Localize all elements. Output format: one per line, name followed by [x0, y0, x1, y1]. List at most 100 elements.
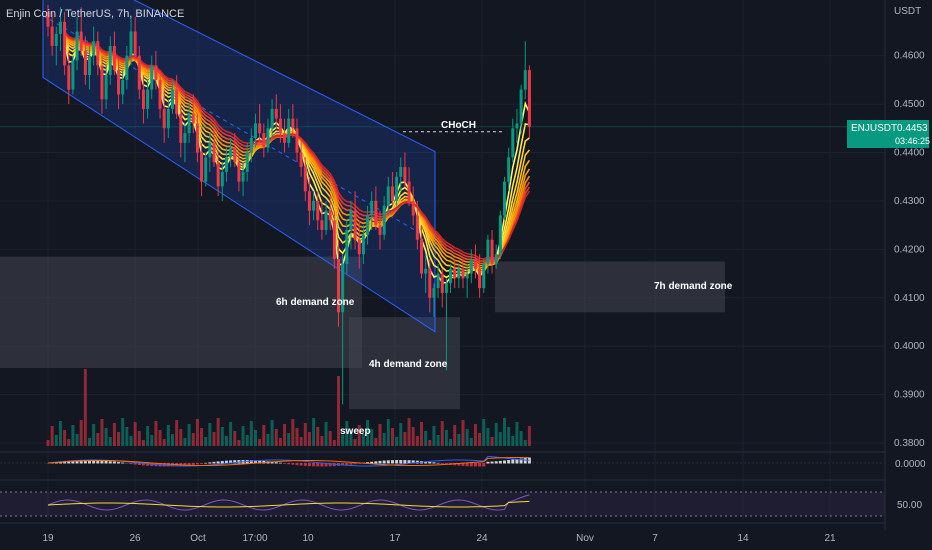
time-tick-label: 14: [737, 533, 749, 544]
volume-bar: [332, 440, 336, 446]
time-axis[interactable]: 19 26 Oct 17:00 10 17 24 Nov 7 14 21: [42, 533, 836, 544]
macd-hist-bar: [71, 460, 75, 464]
candle-body: [75, 31, 79, 61]
macd-hist-bar: [88, 460, 91, 464]
candle-body: [498, 215, 502, 255]
macd-hist-bar: [104, 460, 108, 464]
volume-bar: [411, 427, 415, 446]
macd-hist-bar: [212, 461, 216, 464]
macd-hist-bar: [395, 460, 399, 464]
price-tick-label: 0.3900: [894, 390, 925, 401]
candlesticks[interactable]: [46, 4, 531, 405]
candle-body: [154, 65, 158, 80]
candle-body: [46, 12, 50, 27]
volume-bar: [407, 418, 411, 446]
volume-bar: [171, 434, 174, 446]
chart-title: Enjin Coin / TetherUS, 7h, BINANCE: [6, 8, 185, 20]
candle-body: [390, 186, 394, 201]
volume-bar: [490, 437, 494, 446]
candle-body: [249, 138, 253, 153]
volume-bar: [420, 422, 423, 446]
volume-bar: [71, 425, 75, 446]
candle-body: [478, 268, 482, 289]
candle-body: [453, 268, 457, 279]
time-tick-label: 17:00: [242, 533, 267, 544]
volume-bar: [345, 421, 349, 446]
zone-7h-label: 7h demand zone: [654, 281, 733, 292]
candle-body: [274, 108, 278, 119]
volume-bar: [75, 434, 79, 446]
candle-body: [262, 133, 266, 148]
macd-hist-bar: [307, 463, 311, 467]
volume-bar: [146, 426, 150, 446]
volume-bar: [283, 424, 287, 446]
candle-body: [278, 118, 282, 134]
candle-body: [63, 21, 67, 66]
volume-bar: [241, 426, 245, 446]
volume-bar: [137, 431, 141, 446]
volume-bar: [175, 420, 179, 446]
candle-body: [183, 133, 187, 143]
volume-bar: [316, 427, 320, 446]
volume-bar: [469, 438, 473, 446]
macd-hist-bar: [482, 463, 486, 467]
volume-bar: [457, 434, 461, 446]
volume-bar: [63, 430, 67, 446]
volume-bar: [399, 423, 403, 446]
macd-hist-bar: [503, 460, 506, 464]
candle-body: [523, 70, 527, 90]
candle-body: [67, 65, 71, 90]
volume-bar: [320, 436, 324, 446]
candle-body: [486, 239, 490, 264]
macd-hist-bar: [490, 461, 494, 464]
macd-hist-bar: [486, 461, 490, 464]
price-badge-countdown: 03:46:25: [895, 136, 931, 146]
volume-bar: [523, 440, 527, 446]
candle-body: [137, 55, 141, 90]
candle-body: [461, 268, 465, 279]
macd-hist-bar: [133, 463, 137, 465]
volume-bar: [208, 423, 212, 446]
choch-label: CHoCH: [441, 120, 476, 131]
volume-bar: [424, 431, 428, 446]
time-tick-label: 7: [652, 533, 658, 544]
rsi-line: [47, 494, 530, 511]
candle-body: [328, 210, 332, 221]
volume-bar: [482, 419, 486, 446]
volume-bar: [204, 437, 208, 446]
volume-bar: [337, 376, 340, 446]
volume-bar: [79, 420, 83, 446]
volume-bar: [220, 427, 224, 446]
volume-bar: [270, 420, 274, 446]
candle-body: [349, 210, 353, 230]
volume-bars: [46, 369, 531, 446]
macd-hist-bar: [303, 463, 307, 466]
demand-zones: [0, 256, 725, 410]
candle-body: [204, 157, 208, 182]
candle-body: [341, 263, 345, 313]
macd-hist-bar: [224, 460, 228, 464]
candle-body: [415, 215, 419, 240]
volume-bar: [112, 423, 116, 446]
time-tick-label: 10: [302, 533, 314, 544]
volume-bar: [266, 434, 270, 446]
candle-body: [378, 225, 382, 235]
price-axis[interactable]: 0.4600 0.4500 0.4400 0.4300 0.4200 0.4100 0.40…: [884, 0, 925, 530]
candle-body: [444, 283, 448, 293]
candle-body: [332, 220, 336, 260]
volume-bar: [108, 437, 112, 446]
macd-hist-bar: [403, 460, 407, 464]
macd-hist-bar: [353, 463, 357, 465]
price-tick-label: 0.4200: [894, 244, 925, 255]
candle-body: [245, 152, 249, 172]
volume-bar: [224, 436, 228, 446]
volume-bar: [104, 428, 108, 446]
macd-hist-bar: [112, 461, 116, 464]
volume-bar: [129, 436, 133, 446]
candle-body: [112, 46, 116, 71]
macd-hist-bar: [498, 460, 502, 464]
macd-hist-bar: [523, 458, 527, 464]
candle-body: [125, 55, 129, 80]
candle-body: [146, 89, 150, 109]
